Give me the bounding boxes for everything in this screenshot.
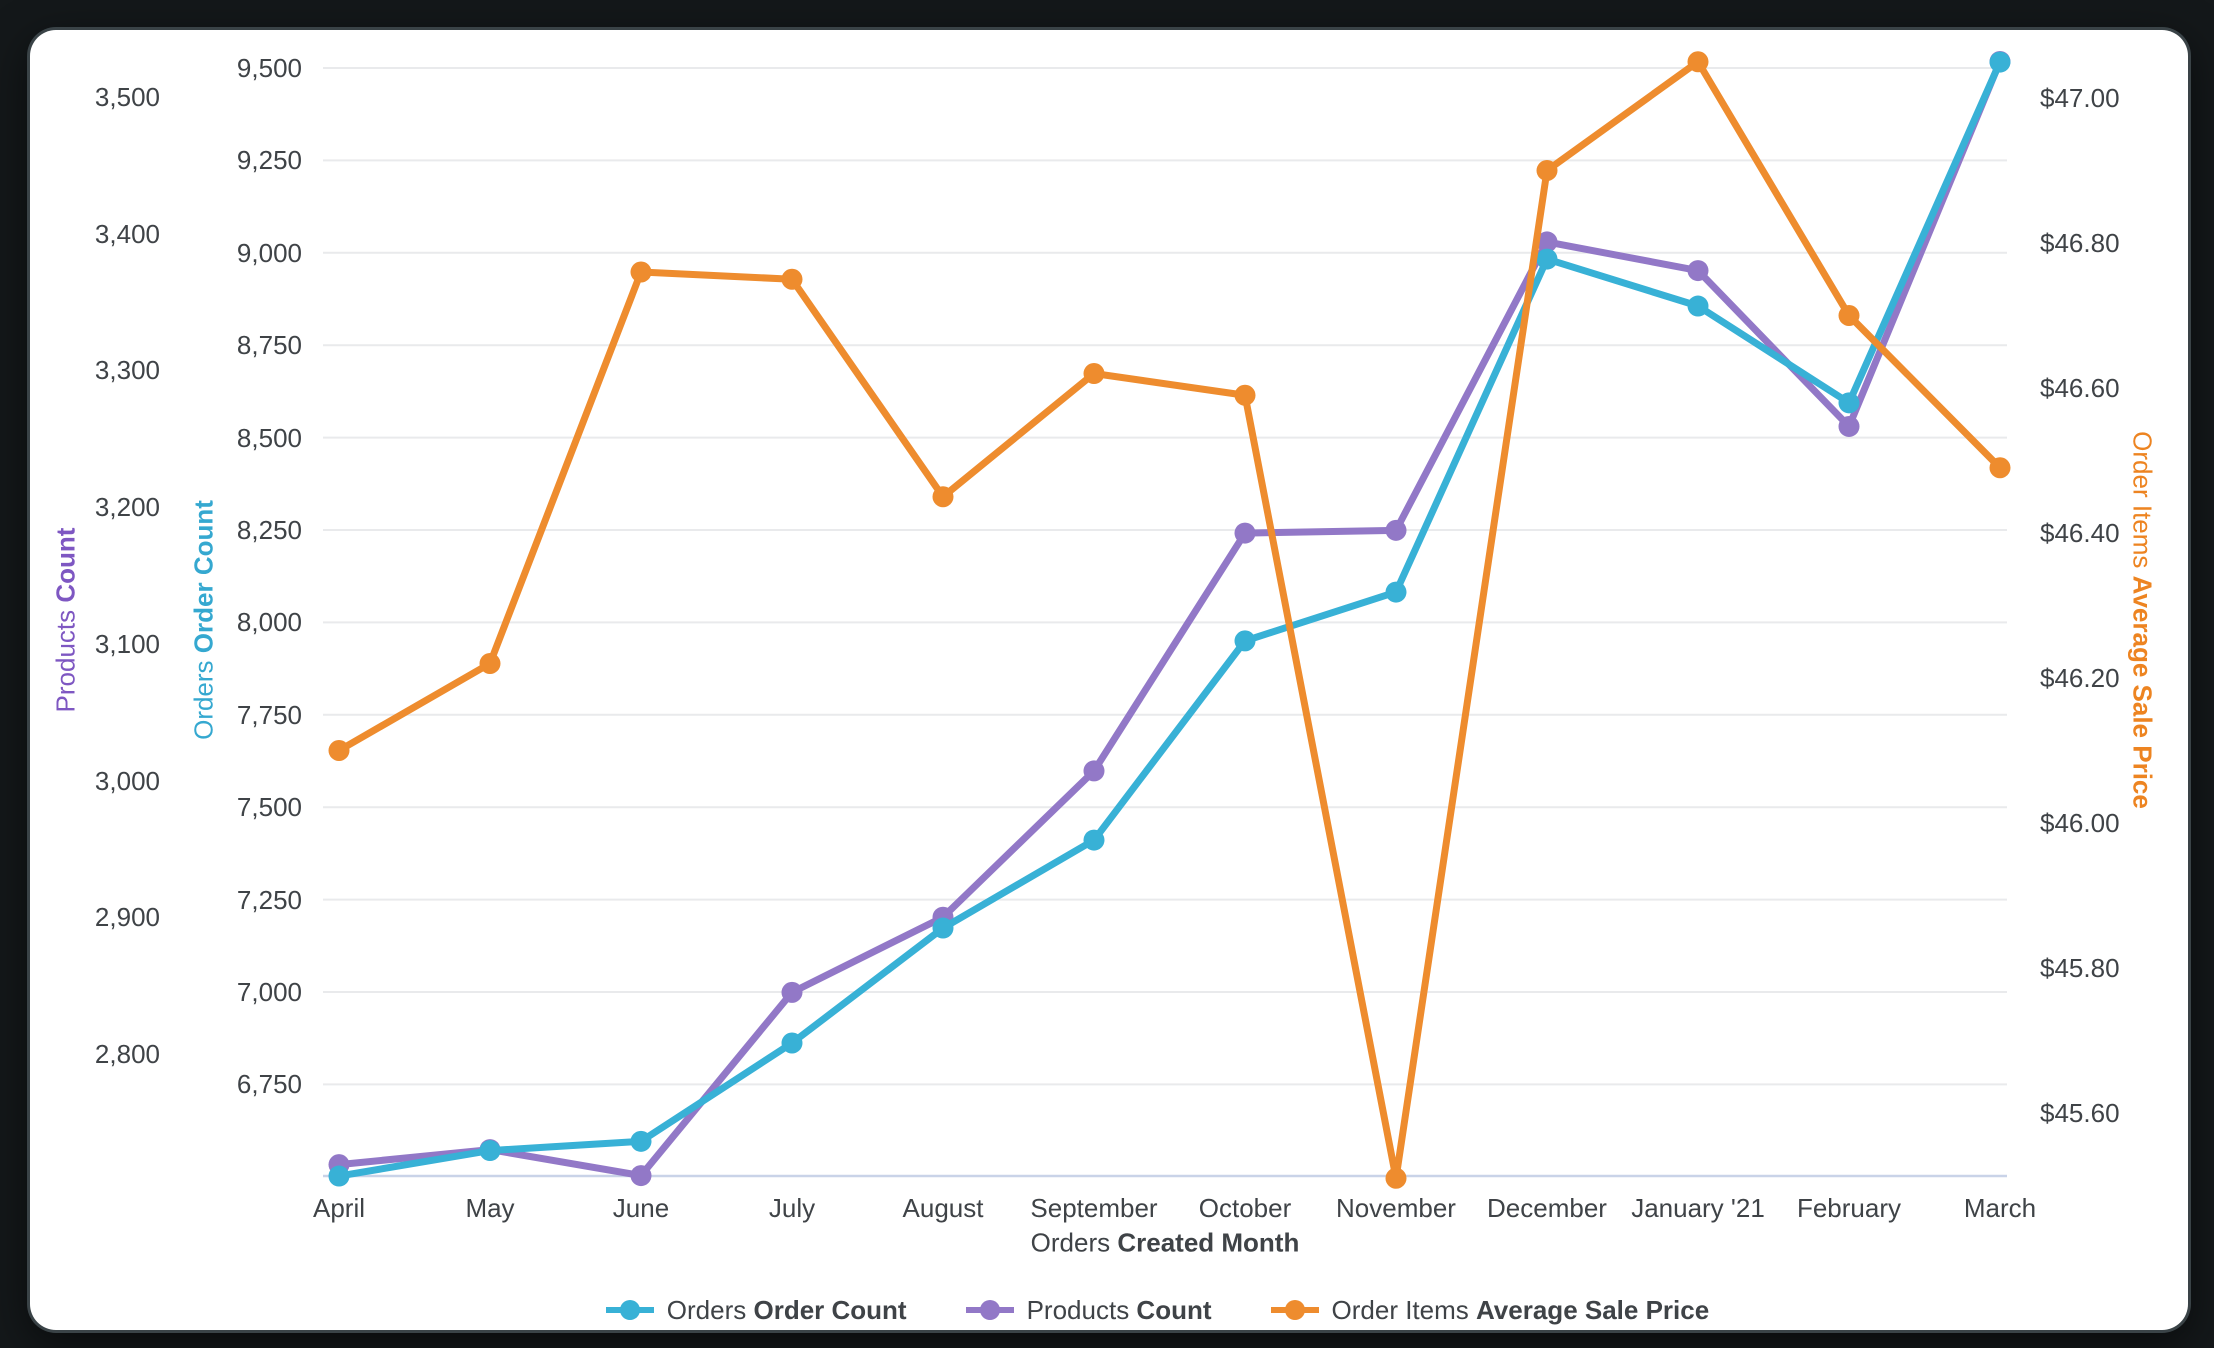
x-axis-title: Orders Created Month xyxy=(1031,1228,1300,1259)
products-axis-tick: 3,100 xyxy=(94,628,160,659)
products-count-axis-title: Products Count xyxy=(51,528,82,713)
price-axis-tick: $46.20 xyxy=(2040,663,2120,693)
data-point-order-count-february[interactable] xyxy=(1838,392,1860,414)
price-axis-view-label: Order Items xyxy=(2127,431,2158,569)
orders-axis-field-label: Order Count xyxy=(188,500,219,654)
orders-axis-tick: 7,000 xyxy=(236,977,302,1007)
orders-axis-tick: 7,500 xyxy=(236,792,302,823)
legend-label: Orders Order Count xyxy=(666,1294,907,1325)
x-axis-month-label: October xyxy=(1198,1193,1292,1223)
data-point-count-november[interactable] xyxy=(1385,519,1407,541)
data-point-count-october[interactable] xyxy=(1234,522,1256,544)
data-point-order-count-august[interactable] xyxy=(932,917,954,939)
legend-series-marker-icon xyxy=(605,1300,654,1320)
data-point-count-january21[interactable] xyxy=(1687,260,1709,282)
chart-legend: Orders Order Count Products Count Order It… xyxy=(315,1288,1999,1332)
data-point-count-february[interactable] xyxy=(1838,415,1860,437)
data-point-order-count-june[interactable] xyxy=(630,1130,652,1152)
x-axis-month-label: July xyxy=(768,1193,816,1223)
legend-item-average-sale-price[interactable]: Order Items Average Sale Price xyxy=(1270,1294,1710,1326)
orders-axis-tick: 8,500 xyxy=(236,422,302,453)
x-axis-month-label: April xyxy=(312,1193,365,1223)
orders-axis-tick: 7,750 xyxy=(236,699,302,730)
products-axis-tick: 3,200 xyxy=(94,492,160,523)
products-axis-tick: 3,500 xyxy=(94,82,160,112)
legend-label: Products Count xyxy=(1026,1294,1212,1325)
legend-label: Order Items Average Sale Price xyxy=(1331,1294,1710,1325)
orders-axis-tick: 9,000 xyxy=(236,237,302,268)
legend-item-order-count[interactable]: Orders Order Count xyxy=(605,1295,907,1326)
x-axis-month-label: March xyxy=(1963,1193,2037,1223)
products-axis-tick: 3,000 xyxy=(94,765,160,796)
products-axis-tick: 2,900 xyxy=(94,902,160,933)
data-point-average-sale-price-january21[interactable] xyxy=(1687,51,1709,73)
x-axis-field-label: Created Month xyxy=(1117,1227,1300,1258)
orders-axis-tick: 8,750 xyxy=(236,330,302,361)
data-point-order-count-april[interactable] xyxy=(328,1165,350,1187)
data-point-average-sale-price-july[interactable] xyxy=(781,268,803,290)
x-axis-view-label: Orders xyxy=(1030,1227,1111,1258)
x-axis-month-label: November xyxy=(1336,1193,1456,1223)
data-point-order-count-july[interactable] xyxy=(781,1032,803,1054)
orders-axis-tick: 6,750 xyxy=(236,1069,302,1100)
data-point-average-sale-price-june[interactable] xyxy=(630,261,652,283)
price-axis-tick: $45.80 xyxy=(2040,953,2120,983)
x-axis-month-label: January '21 xyxy=(1631,1193,1765,1223)
price-axis-field-label: Average Sale Price xyxy=(2127,575,2158,809)
data-point-average-sale-price-november[interactable] xyxy=(1385,1167,1407,1189)
price-axis-tick: $45.60 xyxy=(2040,1098,2120,1128)
x-axis-month-label: August xyxy=(902,1193,984,1223)
price-axis-tick: $47.00 xyxy=(2040,83,2120,113)
data-point-order-count-may[interactable] xyxy=(479,1140,501,1162)
average-sale-price-axis-title: Order Items Average Sale Price xyxy=(2127,431,2158,809)
products-axis-tick: 3,300 xyxy=(94,355,160,386)
price-axis-tick: $46.40 xyxy=(2040,518,2120,548)
x-axis-month-label: December xyxy=(1487,1193,1607,1223)
products-axis-view-label: Products xyxy=(50,609,81,713)
data-point-average-sale-price-august[interactable] xyxy=(932,486,954,508)
products-axis-field-label: Count xyxy=(50,527,81,603)
data-point-order-count-september[interactable] xyxy=(1083,829,1105,851)
data-point-order-count-november[interactable] xyxy=(1385,581,1407,603)
price-axis-tick: $46.00 xyxy=(2040,808,2120,838)
data-point-count-july[interactable] xyxy=(781,981,803,1003)
data-point-order-count-october[interactable] xyxy=(1234,630,1256,652)
data-point-average-sale-price-april[interactable] xyxy=(328,740,350,761)
price-axis-tick: $46.60 xyxy=(2040,373,2120,403)
data-point-order-count-january21[interactable] xyxy=(1687,295,1709,317)
orders-axis-tick: 9,250 xyxy=(236,145,302,176)
data-point-average-sale-price-october[interactable] xyxy=(1234,384,1256,406)
data-point-average-sale-price-march[interactable] xyxy=(1989,457,2011,479)
orders-axis-view-label: Orders xyxy=(188,660,219,740)
price-axis-tick: $46.80 xyxy=(2040,228,2120,258)
orders-axis-tick: 7,250 xyxy=(236,884,302,915)
orders-axis-tick: 8,250 xyxy=(236,515,302,545)
orders-axis-tick: 9,500 xyxy=(236,53,302,83)
data-point-order-count-march[interactable] xyxy=(1989,51,2011,73)
data-point-average-sale-price-december[interactable] xyxy=(1536,160,1558,181)
x-axis-month-label: May xyxy=(465,1193,515,1223)
legend-series-marker-icon xyxy=(965,1300,1014,1320)
orders-order-count-axis-title: Orders Order Count xyxy=(189,500,220,740)
x-axis-month-label: September xyxy=(1030,1193,1158,1223)
data-point-count-september[interactable] xyxy=(1083,760,1105,782)
data-point-count-june[interactable] xyxy=(630,1165,652,1187)
orders-axis-tick: 8,000 xyxy=(236,607,302,638)
data-point-average-sale-price-september[interactable] xyxy=(1083,363,1105,384)
legend-series-marker-icon xyxy=(1270,1300,1319,1320)
data-point-average-sale-price-may[interactable] xyxy=(479,653,501,674)
data-point-order-count-december[interactable] xyxy=(1536,248,1558,270)
x-axis-month-label: February xyxy=(1796,1193,1902,1223)
x-axis-month-label: June xyxy=(612,1193,670,1223)
legend-item-count[interactable]: Products Count xyxy=(965,1295,1212,1326)
data-point-average-sale-price-february[interactable] xyxy=(1838,305,1860,326)
products-axis-tick: 3,400 xyxy=(94,218,160,249)
products-axis-tick: 2,800 xyxy=(94,1038,160,1069)
chart-card xyxy=(30,30,2188,1330)
